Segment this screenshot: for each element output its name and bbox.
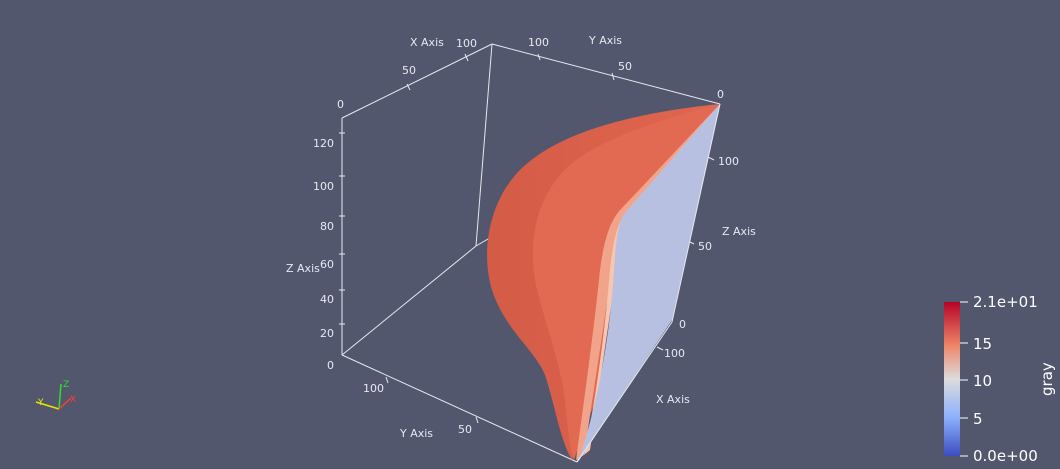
z-left-tick-20: 20 bbox=[320, 327, 334, 340]
z-left-tick-0: 0 bbox=[327, 359, 334, 372]
z-right-tick-50: 50 bbox=[698, 240, 712, 253]
colorbar-label-10: 10 bbox=[973, 372, 992, 390]
surface-inner-band bbox=[576, 104, 720, 460]
orientation-z-axis bbox=[58, 383, 62, 410]
surface-mid-shell bbox=[532, 104, 720, 460]
orientation-y-axis bbox=[35, 401, 60, 410]
z-left-tick-80: 80 bbox=[320, 220, 334, 233]
colorbar-label-5: 5 bbox=[973, 410, 983, 428]
z-left-tick-60: 60 bbox=[320, 258, 334, 271]
isosurface[interactable] bbox=[487, 104, 720, 462]
cube-front-edges bbox=[576, 103, 721, 463]
x-top-tick-100: 100 bbox=[456, 37, 477, 50]
z-left-tick-40: 40 bbox=[320, 293, 334, 306]
orientation-x-axis bbox=[58, 397, 72, 410]
colorbar-label-15: 15 bbox=[973, 335, 992, 353]
y-bottom-tick-50: 50 bbox=[458, 423, 472, 436]
z-right-tick-0: 0 bbox=[679, 318, 686, 331]
z-axis-title-right: Z Axis bbox=[722, 225, 756, 238]
orientation-x-label: X bbox=[70, 395, 76, 405]
y-axis-title-top: Y Axis bbox=[588, 34, 622, 47]
x-axis-title-bottom: X Axis bbox=[656, 393, 690, 406]
z-right-tick-100: 100 bbox=[718, 155, 739, 168]
colorbar-gradient bbox=[944, 302, 960, 456]
y-top-tick-50: 50 bbox=[618, 60, 632, 73]
x-bottom-tick-100: 100 bbox=[664, 347, 685, 360]
z-left-tick-120: 120 bbox=[313, 137, 334, 150]
z-left-tick-100: 100 bbox=[313, 180, 334, 193]
orientation-axes[interactable]: Z Y X bbox=[35, 380, 76, 410]
x-axis-title-top: X Axis bbox=[410, 36, 444, 49]
x-top-tick-50: 50 bbox=[402, 64, 416, 77]
colorbar-label-min: 0.0e+00 bbox=[973, 447, 1038, 465]
y-top-tick-100: 100 bbox=[528, 36, 549, 49]
orientation-y-label: Y bbox=[37, 398, 44, 408]
colorbar-label-max: 2.1e+01 bbox=[973, 293, 1038, 311]
surface-flat-face bbox=[578, 104, 720, 462]
y-axis-title-bottom: Y Axis bbox=[399, 427, 433, 440]
axis-ticks bbox=[339, 53, 715, 424]
x-top-tick-0: 0 bbox=[337, 98, 344, 111]
orientation-z-label: Z bbox=[63, 380, 69, 390]
z-axis-title-left: Z Axis bbox=[286, 262, 320, 275]
y-bottom-tick-100: 100 bbox=[363, 382, 384, 395]
colorbar-title: gray bbox=[1038, 362, 1056, 396]
colorbar: 2.1e+01 15 10 5 0.0e+00 gray bbox=[944, 293, 1056, 465]
y-top-tick-0: 0 bbox=[717, 88, 724, 101]
surface-highlight bbox=[584, 104, 720, 455]
